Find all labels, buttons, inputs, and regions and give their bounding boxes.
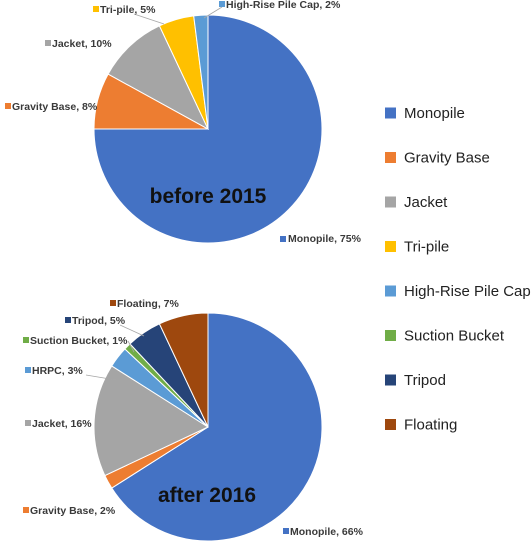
slice-label-monopile: Monopile, 75% bbox=[288, 233, 362, 245]
slice-jacket bbox=[93, 365, 210, 477]
legend-swatch-jacket bbox=[385, 196, 396, 208]
slice-label-jacket: Jacket, 16% bbox=[32, 418, 92, 430]
slice-label-floating: Floating, 7% bbox=[117, 298, 180, 310]
legend-label-suction-bucket: Suction Bucket bbox=[404, 328, 505, 345]
legend-label-high-rise-pile-cap: High-Rise Pile Cap bbox=[404, 283, 531, 300]
slice-monopile bbox=[93, 14, 323, 244]
pie-chart-after-2016: Monopile, 66% Gravity Base, 2% Jacket, 16%… bbox=[23, 298, 364, 542]
label-marker-jacket bbox=[25, 420, 31, 426]
label-marker-high-rise-pile-cap bbox=[219, 1, 225, 7]
slice-label-jacket: Jacket, 10% bbox=[52, 38, 112, 50]
legend-swatch-tri-pile bbox=[385, 241, 396, 252]
slice-label-hrpc: HRPC, 3% bbox=[32, 365, 83, 377]
slice-label-suction-bucket: Suction Bucket, 1% bbox=[30, 335, 128, 347]
label-marker-tripod bbox=[65, 317, 71, 323]
label-marker-monopile bbox=[280, 236, 286, 242]
leader-line-suction-bucket bbox=[127, 340, 135, 353]
legend-label-gravity-base: Gravity Base bbox=[404, 150, 490, 167]
legend-swatch-high-rise-pile-cap bbox=[385, 285, 396, 297]
legend-swatch-tripod bbox=[385, 374, 396, 386]
leader-line-tripod bbox=[119, 324, 145, 337]
label-marker-monopile bbox=[283, 528, 289, 534]
legend-label-floating: Floating bbox=[404, 417, 457, 434]
legend-swatch-floating bbox=[385, 419, 396, 430]
legend-label-monopile: Monopile bbox=[404, 105, 465, 122]
leader-line-high-rise-pile-cap bbox=[203, 6, 223, 19]
label-marker-hrpc bbox=[25, 367, 31, 373]
legend-swatch-monopile bbox=[385, 107, 396, 119]
leader-line-hrpc bbox=[85, 374, 117, 381]
slice-label-gravity-base: Gravity Base, 2% bbox=[30, 505, 116, 517]
legend-label-tripod: Tripod bbox=[404, 372, 446, 389]
pie-title: after 2016 bbox=[158, 484, 256, 507]
legend-swatch-gravity-base bbox=[385, 152, 396, 163]
label-marker-gravity-base bbox=[5, 103, 11, 109]
label-marker-jacket bbox=[45, 40, 51, 46]
legend: Monopile Gravity Base Jacket Tri-pile High-R… bbox=[385, 105, 531, 434]
legend-swatch-suction-bucket bbox=[385, 330, 396, 341]
slice-label-high-rise-pile-cap: High-Rise Pile Cap, 2% bbox=[226, 0, 341, 11]
legend-label-jacket: Jacket bbox=[404, 194, 448, 211]
slice-jacket bbox=[107, 25, 210, 131]
slice-monopile bbox=[111, 312, 323, 542]
label-marker-suction-bucket bbox=[23, 337, 29, 343]
pie-chart-before-2015: Monopile, 75% Gravity Base, 8% Jacket, 10%… bbox=[5, 0, 362, 245]
pie-title: before 2015 bbox=[150, 185, 267, 208]
label-marker-tri-pile bbox=[93, 6, 99, 12]
slice-label-tri-pile: Tri-pile, 5% bbox=[100, 4, 156, 16]
slice-label-monopile: Monopile, 66% bbox=[290, 526, 364, 538]
label-marker-gravity-base bbox=[23, 507, 29, 513]
label-marker-floating bbox=[110, 300, 116, 306]
leader-line-tri-pile bbox=[133, 13, 165, 25]
slice-high-rise-pile-cap bbox=[193, 14, 209, 130]
slice-label-tripod: Tripod, 5% bbox=[72, 315, 126, 327]
legend-label-tri-pile: Tri-pile bbox=[404, 239, 449, 256]
slice-label-gravity-base: Gravity Base, 8% bbox=[12, 101, 98, 113]
slice-floating bbox=[158, 312, 209, 428]
